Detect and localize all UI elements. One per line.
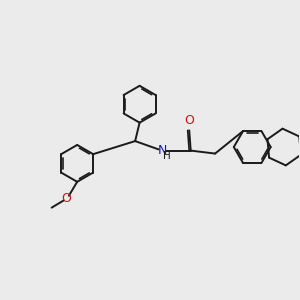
Text: N: N [158,144,167,157]
Text: H: H [164,151,171,161]
Text: O: O [184,114,194,127]
Text: O: O [61,192,71,205]
